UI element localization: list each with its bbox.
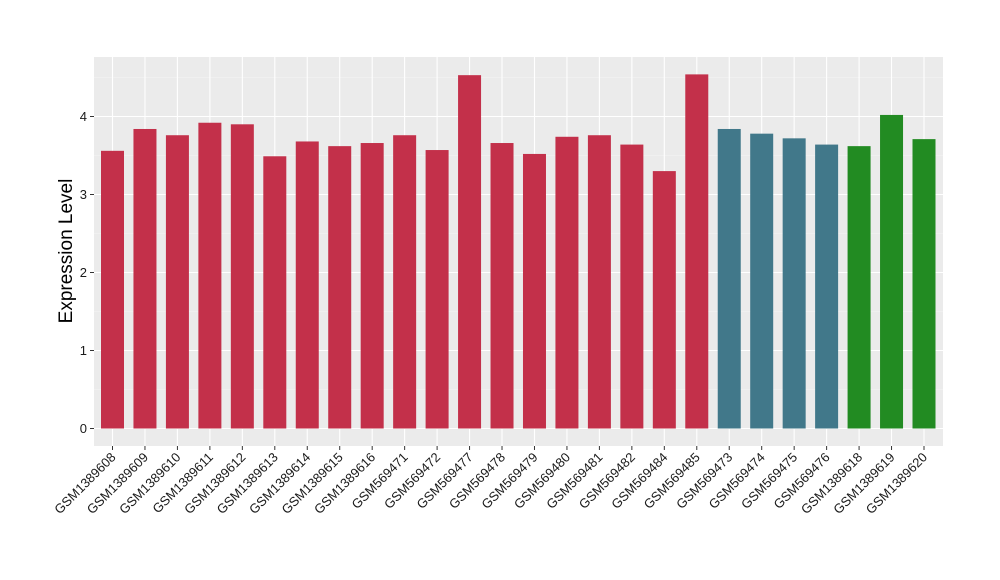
bar: [328, 146, 352, 429]
y-axis-title: Expression Level: [56, 179, 77, 324]
y-tick-label: 4: [80, 109, 87, 124]
bar: [522, 153, 546, 429]
bar: [165, 135, 189, 429]
bar: [198, 122, 222, 429]
bar: [620, 144, 644, 429]
bar: [750, 133, 774, 429]
bar: [652, 171, 676, 429]
y-tick-label: 0: [80, 421, 87, 436]
bar: [847, 146, 871, 429]
bar: [782, 138, 806, 429]
y-tick-label: 3: [80, 187, 87, 202]
y-tick-label: 2: [80, 265, 87, 280]
bar: [717, 128, 741, 429]
bar: [393, 135, 417, 429]
bar: [101, 150, 124, 429]
bar: [133, 128, 157, 429]
bar: [587, 135, 611, 429]
bar: [425, 150, 449, 429]
bar: [815, 144, 839, 429]
bar: [912, 139, 936, 429]
bar: [230, 124, 254, 429]
bar: [295, 141, 319, 429]
bar: [685, 74, 709, 429]
bar: [263, 156, 287, 429]
bar: [458, 75, 482, 429]
y-tick-label: 1: [80, 343, 87, 358]
x-axis: GSM1389608GSM1389609GSM1389610GSM1389611…: [51, 446, 930, 517]
bar: [360, 143, 384, 429]
bar: [555, 136, 579, 429]
bars: [101, 74, 936, 429]
y-axis: 0 1 2 3 4: [80, 109, 94, 436]
bar: [880, 114, 904, 429]
bar: [490, 143, 514, 429]
